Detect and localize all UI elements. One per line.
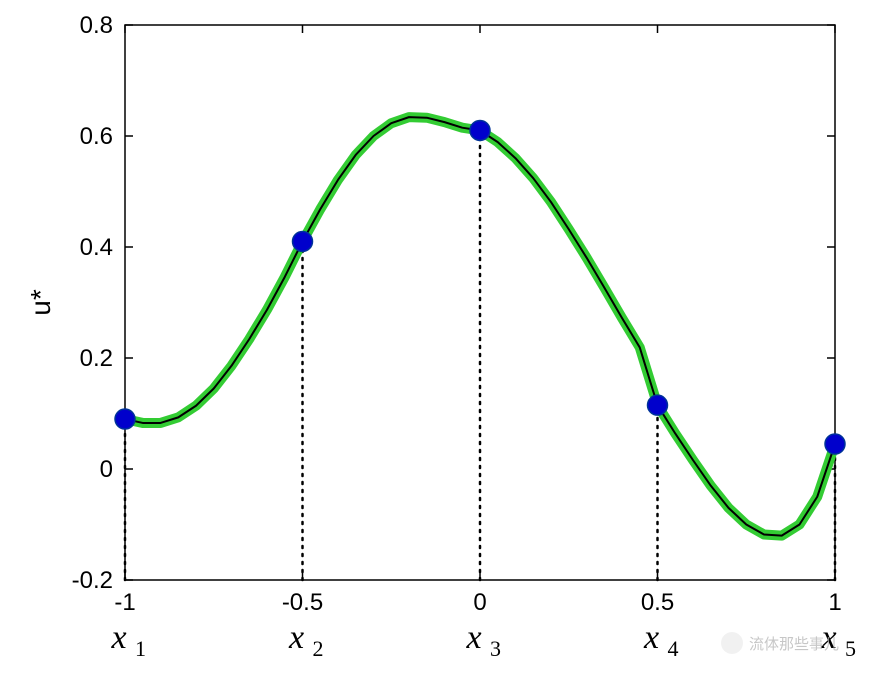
- x-sublabel-sub: 5: [845, 636, 856, 661]
- ytick-label: 0: [100, 456, 113, 483]
- x-sublabel: x: [643, 619, 659, 656]
- watermark: 流体那些事儿: [721, 632, 839, 654]
- data-marker: [648, 395, 668, 415]
- data-marker: [825, 434, 845, 454]
- x-sublabel: x: [288, 619, 304, 656]
- x-sublabel-sub: 2: [313, 636, 324, 661]
- xtick-label: -1: [114, 589, 135, 616]
- data-marker: [293, 231, 313, 251]
- data-marker: [115, 409, 135, 429]
- ytick-label: 0.6: [80, 123, 113, 150]
- x-sublabel-sub: 4: [668, 636, 679, 661]
- data-marker: [470, 120, 490, 140]
- ytick-label: 0.2: [80, 345, 113, 372]
- x-sublabel: x: [465, 619, 481, 656]
- xtick-label: -0.5: [282, 589, 323, 616]
- xtick-label: 0: [473, 589, 486, 616]
- ytick-label: 0.4: [80, 234, 113, 261]
- x-sublabel: x: [110, 619, 126, 656]
- watermark-text: 流体那些事儿: [749, 633, 839, 654]
- watermark-icon: [721, 632, 743, 654]
- chart-container: -0.200.20.40.60.8-1x1-0.5x20x30.5x41x5u*: [0, 0, 869, 694]
- ytick-label: 0.8: [80, 12, 113, 39]
- x-sublabel-group: x3: [465, 619, 501, 661]
- y-axis-label: u*: [25, 289, 56, 316]
- x-sublabel-sub: 1: [135, 636, 146, 661]
- x-sublabel-group: x1: [110, 619, 146, 661]
- chart-svg: -0.200.20.40.60.8-1x1-0.5x20x30.5x41x5u*: [0, 0, 869, 694]
- x-sublabel-group: x4: [643, 619, 679, 661]
- ytick-label: -0.2: [72, 567, 113, 594]
- x-sublabel-sub: 3: [490, 636, 501, 661]
- xtick-label: 1: [828, 589, 841, 616]
- x-sublabel-group: x2: [288, 619, 324, 661]
- xtick-label: 0.5: [641, 589, 674, 616]
